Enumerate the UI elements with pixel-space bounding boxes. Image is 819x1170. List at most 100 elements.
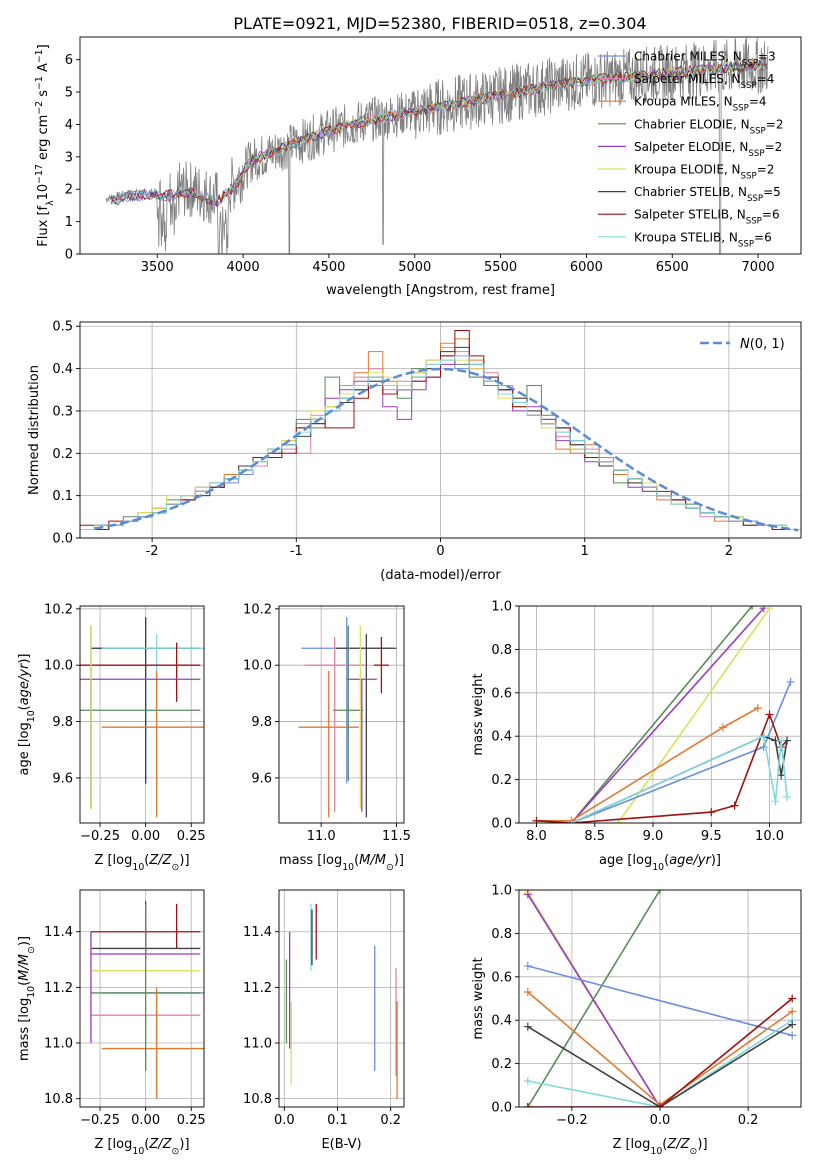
model-line (110, 59, 768, 208)
weight-marker (656, 890, 664, 894)
y-tick-label: 4 (65, 118, 73, 133)
weight-marker (718, 723, 727, 732)
axes-weight_vs_age (519, 605, 801, 824)
frame-age_vs_mass: 11.0 11.5 9.6 9.8 10.0 10.2 (243, 602, 411, 844)
weight-marker (523, 961, 532, 970)
frame-weight_vs_Z: −0.2 0.0 0.2 0.0 0.2 0.4 0.6 0.8 1.0 (491, 884, 802, 1128)
x-tick-label: 0.0 (274, 1113, 295, 1128)
model-line (110, 59, 768, 207)
y-tick-label: 11.0 (44, 1037, 73, 1052)
legend-label: Salpeter ELODIE, NSSP=2 (634, 140, 782, 159)
spectrum-data (105, 37, 769, 254)
y-tick-label: 5 (65, 86, 73, 101)
y-tick-label: 0.1 (52, 489, 73, 504)
weight-marker (788, 1007, 797, 1016)
x-axis-label: Z [log10(Z/Z⊙)] (94, 1137, 189, 1157)
weight-marker (707, 808, 716, 817)
x-tick-label: 7000 (742, 260, 775, 275)
weight-marker (523, 1076, 532, 1085)
x-tick-label: 5000 (398, 260, 431, 275)
legend-label: Chabrier STELIB, NSSP=5 (634, 185, 781, 204)
x-tick-label: −0.25 (80, 829, 120, 844)
weight-marker (730, 801, 739, 810)
axes-frame (79, 889, 205, 1108)
legend-label: Chabrier MILES, NSSP=3 (634, 50, 776, 69)
y-tick-label: 10.2 (44, 602, 73, 617)
x-tick-label: 0.00 (131, 829, 160, 844)
x-axis-label: Z [log10(Z/Z⊙)] (612, 1137, 707, 1157)
y-tick-label: 0.3 (52, 404, 73, 419)
y-tick-label: 0 (65, 248, 73, 263)
y-axis-label: mass weight (471, 673, 486, 755)
x-tick-label: 9.5 (701, 829, 722, 844)
axes-weight_vs_Z (519, 889, 801, 1108)
plot-area-age_vs_mass (298, 617, 397, 818)
y-tick-label: 6 (65, 53, 73, 68)
frame-weight_vs_age: 8.0 8.5 9.0 9.5 10.0 0.0 0.2 0.4 0.6 0.8 1.0 (491, 600, 802, 844)
y-tick-label: 10.8 (44, 1092, 73, 1107)
frame-mass_vs_Z: −0.25 0.00 0.25 10.8 11.0 11.2 11.4 (44, 889, 206, 1128)
x-tick-label: 0.25 (177, 829, 206, 844)
legend-label: Chabrier ELODIE, NSSP=2 (634, 117, 783, 136)
weight-line (570, 607, 765, 823)
weight-marker (765, 606, 774, 613)
x-tick-label: 6500 (656, 260, 689, 275)
weight-marker (567, 819, 576, 823)
weight-line (617, 607, 771, 823)
y-tick-label: 1.0 (491, 884, 512, 899)
y-tick-label: 3 (65, 150, 73, 165)
x-tick-label: 0.2 (380, 1113, 401, 1128)
figure-title: PLATE=0921, MJD=52380, FIBERID=0518, z=0… (233, 14, 646, 33)
x-axis-label: E(B-V) (321, 1137, 361, 1152)
axes-age_vs_mass (279, 606, 404, 823)
frame-residuals: -2 -1 0 1 2 0.0 0.1 0.2 0.3 0.4 0.5 (52, 320, 802, 559)
plot-area-weight_vs_age (532, 606, 795, 823)
weight-marker (759, 732, 768, 741)
x-tick-label: 2 (725, 544, 733, 559)
y-tick-label: 0.2 (52, 447, 73, 462)
x-tick-label: -2 (146, 544, 159, 559)
y-tick-label: 0.5 (52, 320, 73, 335)
y-tick-label: 2 (65, 183, 73, 198)
x-axis-label: age [log10(age/yr)] (599, 853, 721, 873)
weight-line (527, 1019, 793, 1107)
legend-label: N(0, 1) (740, 337, 785, 352)
x-tick-label: 11.0 (307, 829, 336, 844)
x-tick-label: 0.00 (131, 1113, 160, 1128)
legend-label: Kroupa ELODIE, NSSP=2 (634, 163, 774, 182)
x-tick-label: 0 (436, 544, 444, 559)
weight-line (527, 893, 661, 1107)
axes-frame (278, 605, 405, 824)
y-axis-label: mass [log10(M/M⊙)] (17, 936, 37, 1061)
y-tick-label: 0.0 (491, 1101, 512, 1116)
frame-age_vs_Z: −0.25 0.00 0.25 9.6 9.8 10.0 10.2 (44, 602, 206, 844)
weight-marker (532, 816, 541, 823)
x-tick-label: 8.5 (584, 829, 605, 844)
plot-area-mass_vs_Z (90, 901, 204, 1099)
y-tick-label: 0.0 (491, 817, 512, 832)
residuals-legend: N(0, 1) (700, 337, 785, 352)
weight-marker (753, 703, 762, 712)
y-tick-label: 9.8 (251, 715, 272, 730)
y-tick-label: 11.4 (243, 925, 272, 940)
y-tick-label: 11.2 (44, 981, 73, 996)
x-tick-label: -1 (290, 544, 303, 559)
x-tick-label: −0.25 (80, 1113, 120, 1128)
weight-marker (748, 606, 757, 610)
x-axis-label: mass [log10(M/M⊙)] (279, 853, 404, 873)
y-tick-label: 9.8 (52, 715, 73, 730)
y-axis-label: age [log10(age/yr)] (17, 653, 37, 775)
weight-line (536, 707, 759, 822)
axes-age_vs_Z (80, 606, 204, 823)
axes-mass_vs_Z (80, 890, 204, 1107)
histogram-series (80, 355, 801, 538)
y-tick-label: 0.0 (52, 532, 73, 547)
weight-marker (777, 736, 786, 745)
y-axis-label: Normed distribution (27, 365, 42, 495)
x-axis-label: (data-model)/error (380, 568, 501, 583)
y-tick-label: 11.4 (44, 925, 73, 940)
y-tick-label: 0.8 (491, 927, 512, 942)
x-tick-label: 10.0 (755, 829, 784, 844)
weight-marker (771, 797, 780, 806)
